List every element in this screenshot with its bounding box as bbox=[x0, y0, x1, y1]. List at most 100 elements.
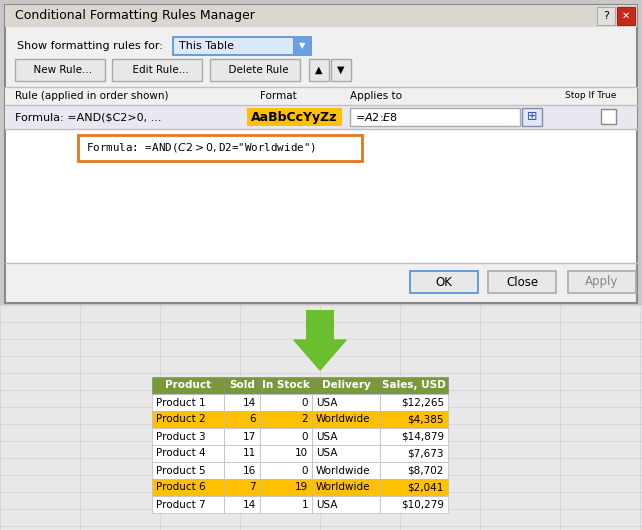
Text: ⊞: ⊞ bbox=[526, 110, 537, 123]
Text: Conditional Formatting Rules Manager: Conditional Formatting Rules Manager bbox=[15, 10, 255, 22]
Text: 19: 19 bbox=[295, 482, 308, 492]
FancyBboxPatch shape bbox=[380, 394, 448, 411]
Text: Formula: =AND($C2>0, $D2="Worldwide"): Formula: =AND($C2>0, $D2="Worldwide") bbox=[86, 142, 316, 155]
FancyBboxPatch shape bbox=[380, 445, 448, 462]
Text: 10: 10 bbox=[295, 448, 308, 458]
FancyBboxPatch shape bbox=[293, 37, 311, 55]
Text: Product 1: Product 1 bbox=[156, 398, 205, 408]
Text: USA: USA bbox=[316, 448, 338, 458]
FancyBboxPatch shape bbox=[6, 129, 636, 263]
Text: 2: 2 bbox=[301, 414, 308, 425]
FancyBboxPatch shape bbox=[224, 428, 260, 445]
Text: Rule (applied in order shown): Rule (applied in order shown) bbox=[15, 91, 168, 101]
Text: Close: Close bbox=[506, 276, 538, 288]
Text: USA: USA bbox=[316, 431, 338, 441]
FancyBboxPatch shape bbox=[152, 411, 224, 428]
FancyBboxPatch shape bbox=[601, 109, 616, 124]
Text: $12,265: $12,265 bbox=[401, 398, 444, 408]
Text: AaBbCcYyZz: AaBbCcYyZz bbox=[251, 110, 338, 123]
Text: =$A$2:$E$8: =$A$2:$E$8 bbox=[355, 111, 398, 123]
FancyBboxPatch shape bbox=[152, 479, 224, 496]
FancyBboxPatch shape bbox=[152, 394, 224, 411]
FancyBboxPatch shape bbox=[617, 7, 635, 25]
Text: 14: 14 bbox=[243, 398, 256, 408]
FancyBboxPatch shape bbox=[380, 411, 448, 428]
FancyBboxPatch shape bbox=[260, 394, 312, 411]
FancyBboxPatch shape bbox=[260, 377, 312, 394]
FancyBboxPatch shape bbox=[380, 462, 448, 479]
Text: Sales, USD: Sales, USD bbox=[382, 381, 446, 391]
FancyBboxPatch shape bbox=[312, 445, 380, 462]
FancyBboxPatch shape bbox=[312, 411, 380, 428]
Text: Edit Rule...: Edit Rule... bbox=[126, 65, 188, 75]
Text: Delivery: Delivery bbox=[322, 381, 370, 391]
FancyBboxPatch shape bbox=[173, 37, 311, 55]
FancyBboxPatch shape bbox=[306, 310, 334, 340]
Text: OK: OK bbox=[435, 276, 453, 288]
Text: 6: 6 bbox=[249, 414, 256, 425]
Text: Product 6: Product 6 bbox=[156, 482, 205, 492]
Text: $8,702: $8,702 bbox=[408, 465, 444, 475]
Text: This Table: This Table bbox=[179, 41, 234, 51]
FancyBboxPatch shape bbox=[312, 428, 380, 445]
Text: Product 5: Product 5 bbox=[156, 465, 205, 475]
FancyBboxPatch shape bbox=[350, 108, 520, 126]
FancyBboxPatch shape bbox=[380, 428, 448, 445]
Text: Product: Product bbox=[165, 381, 211, 391]
FancyBboxPatch shape bbox=[210, 59, 300, 81]
Text: Apply: Apply bbox=[586, 276, 619, 288]
FancyBboxPatch shape bbox=[224, 445, 260, 462]
Text: USA: USA bbox=[316, 499, 338, 509]
Text: Show formatting rules for:: Show formatting rules for: bbox=[17, 41, 163, 51]
FancyBboxPatch shape bbox=[224, 394, 260, 411]
FancyBboxPatch shape bbox=[410, 271, 478, 293]
Text: $7,673: $7,673 bbox=[408, 448, 444, 458]
FancyBboxPatch shape bbox=[312, 377, 380, 394]
Text: Product 3: Product 3 bbox=[156, 431, 205, 441]
Text: ✕: ✕ bbox=[622, 11, 630, 21]
Text: Formula: =AND($C2>0, ...: Formula: =AND($C2>0, ... bbox=[15, 112, 162, 122]
FancyBboxPatch shape bbox=[312, 479, 380, 496]
Text: $10,279: $10,279 bbox=[401, 499, 444, 509]
Text: 7: 7 bbox=[249, 482, 256, 492]
Text: Stop If True: Stop If True bbox=[565, 92, 616, 101]
FancyBboxPatch shape bbox=[224, 377, 260, 394]
FancyBboxPatch shape bbox=[568, 271, 636, 293]
Text: 14: 14 bbox=[243, 499, 256, 509]
Text: Sold: Sold bbox=[229, 381, 255, 391]
FancyBboxPatch shape bbox=[380, 496, 448, 513]
Text: Worldwide: Worldwide bbox=[316, 482, 370, 492]
FancyBboxPatch shape bbox=[597, 7, 615, 25]
Text: Product 2: Product 2 bbox=[156, 414, 205, 425]
Text: Delete Rule: Delete Rule bbox=[221, 65, 288, 75]
Text: Format: Format bbox=[260, 91, 297, 101]
Text: 0: 0 bbox=[302, 431, 308, 441]
Text: ▲: ▲ bbox=[315, 65, 323, 75]
FancyBboxPatch shape bbox=[152, 377, 224, 394]
Text: 16: 16 bbox=[243, 465, 256, 475]
Text: ▼: ▼ bbox=[337, 65, 345, 75]
Text: ?: ? bbox=[603, 11, 609, 21]
Text: Worldwide: Worldwide bbox=[316, 465, 370, 475]
FancyBboxPatch shape bbox=[380, 377, 448, 394]
Text: ▼: ▼ bbox=[299, 41, 305, 50]
FancyBboxPatch shape bbox=[312, 394, 380, 411]
FancyBboxPatch shape bbox=[260, 411, 312, 428]
Text: Worldwide: Worldwide bbox=[316, 414, 370, 425]
Text: New Rule...: New Rule... bbox=[28, 65, 92, 75]
FancyBboxPatch shape bbox=[488, 271, 556, 293]
FancyBboxPatch shape bbox=[80, 137, 360, 159]
FancyBboxPatch shape bbox=[260, 445, 312, 462]
Text: Product 4: Product 4 bbox=[156, 448, 205, 458]
FancyBboxPatch shape bbox=[0, 305, 642, 530]
FancyBboxPatch shape bbox=[309, 59, 329, 81]
FancyBboxPatch shape bbox=[224, 479, 260, 496]
Polygon shape bbox=[294, 340, 346, 370]
Text: $14,879: $14,879 bbox=[401, 431, 444, 441]
FancyBboxPatch shape bbox=[224, 411, 260, 428]
FancyBboxPatch shape bbox=[312, 496, 380, 513]
FancyBboxPatch shape bbox=[5, 105, 637, 129]
FancyBboxPatch shape bbox=[15, 59, 105, 81]
FancyBboxPatch shape bbox=[5, 5, 637, 27]
Text: 17: 17 bbox=[243, 431, 256, 441]
